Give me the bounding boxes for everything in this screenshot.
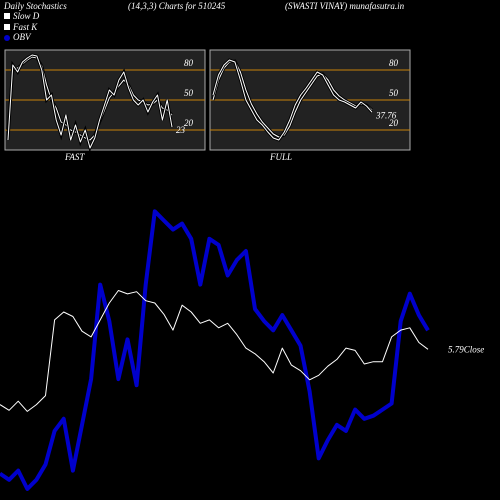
legend-swatch [4, 35, 10, 41]
legend-swatch [4, 13, 10, 19]
series-line [7, 54, 173, 149]
y-tick-label: 50 [184, 88, 194, 98]
value-label: 37.76 [375, 110, 397, 120]
legend-swatch [4, 24, 10, 30]
series-line [0, 290, 429, 412]
series-line [212, 60, 373, 138]
legend-entry: Fast K [12, 22, 38, 32]
legend-entry: Slow D [13, 11, 40, 21]
series-line [0, 209, 430, 491]
y-tick-label: 80 [389, 58, 399, 68]
close-name: Close [464, 344, 485, 354]
y-tick-label: 50 [389, 88, 399, 98]
chart-subtitle: (14,3,3) Charts for 510245 [128, 1, 226, 11]
value-label: 23 [176, 125, 186, 135]
legend-entry: OBV [13, 32, 32, 42]
source: (SWASTI VINAY) munafasutra.in [285, 1, 405, 11]
y-tick-label: 20 [389, 118, 399, 128]
chart-title: Daily Stochastics [3, 1, 67, 11]
series-line [212, 59, 373, 141]
panel-label: FAST [64, 152, 85, 162]
y-tick-label: 80 [184, 58, 194, 68]
value-label: 5.79Close [448, 344, 484, 354]
y-tick-label: 20 [184, 118, 194, 128]
close-value: 5.79 [448, 344, 464, 354]
panel-label: FULL [269, 152, 292, 162]
